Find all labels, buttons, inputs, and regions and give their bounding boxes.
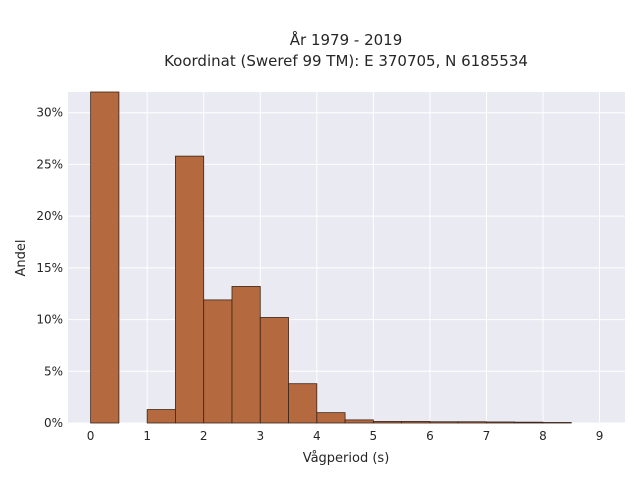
- histogram-bar-12: [429, 421, 459, 424]
- x-tick-label-7: 7: [483, 429, 491, 443]
- y-tick-label-4: 20%: [36, 209, 63, 223]
- plot-area: [68, 92, 625, 423]
- y-tick-label-5: 25%: [36, 157, 63, 171]
- histogram-bar-13: [457, 421, 487, 424]
- y-tick-label-6: 30%: [36, 106, 63, 120]
- y-tick-label-3: 15%: [36, 261, 63, 275]
- histogram-bar-9: [344, 419, 374, 424]
- x-tick-label-0: 0: [87, 429, 95, 443]
- x-tick-label-9: 9: [596, 429, 604, 443]
- x-tick-label-6: 6: [426, 429, 434, 443]
- y-tick-label-1: 5%: [44, 364, 63, 378]
- x-tick-label-5: 5: [370, 429, 378, 443]
- histogram-bar-0: [90, 91, 120, 424]
- x-tick-label-2: 2: [200, 429, 208, 443]
- histogram-bar-14: [486, 421, 516, 424]
- histogram-bars: [90, 91, 572, 424]
- x-tick-label-1: 1: [143, 429, 151, 443]
- chart-title-line2: Koordinat (Sweref 99 TM): E 370705, N 61…: [164, 52, 528, 70]
- histogram-bar-11: [401, 421, 431, 424]
- histogram-bar-16: [542, 422, 572, 424]
- y-tick-label-2: 10%: [36, 313, 63, 327]
- x-tick-label-3: 3: [256, 429, 264, 443]
- histogram-bar-2: [146, 409, 176, 424]
- histogram-bar-8: [316, 412, 346, 424]
- x-axis-ticks: 0 1 2 3 4 5 6 7 8 9: [87, 429, 604, 443]
- histogram-bar-3: [175, 155, 205, 424]
- chart-title-line1: År 1979 - 2019: [290, 30, 403, 49]
- x-tick-label-4: 4: [313, 429, 321, 443]
- y-axis-ticks: 0% 5% 10% 15% 20% 25% 30%: [36, 106, 63, 430]
- histogram-bar-5: [231, 286, 261, 424]
- histogram-bar-10: [372, 421, 403, 424]
- histogram-bar-15: [514, 421, 544, 424]
- histogram-bar-4: [203, 299, 233, 424]
- y-axis-label: Andel: [14, 240, 29, 277]
- y-tick-label-0: 0%: [44, 416, 63, 430]
- x-axis-label: Vågperiod (s): [303, 451, 390, 466]
- histogram-bar-7: [288, 383, 318, 424]
- histogram-bar-6: [259, 317, 289, 424]
- x-tick-label-8: 8: [539, 429, 547, 443]
